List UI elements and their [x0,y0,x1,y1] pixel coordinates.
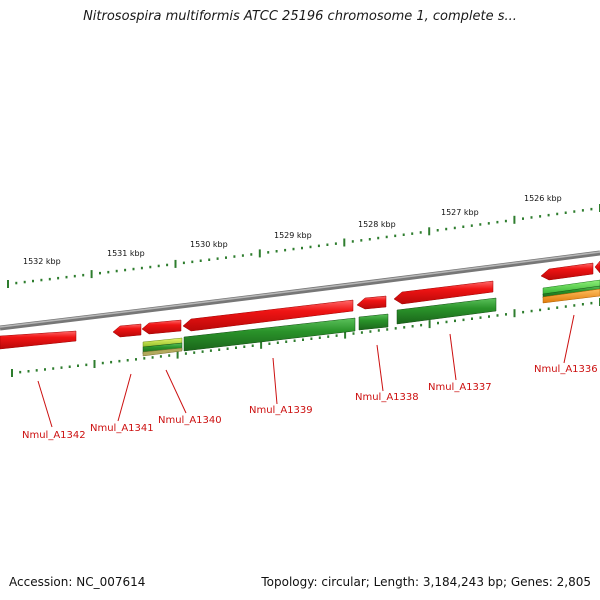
ruler-label-1528: 1528 kbp [358,220,396,229]
lower-ruler-ticks [11,298,600,377]
genome-summary-text: Topology: circular; Length: 3,184,243 bp… [261,575,591,589]
gene-arrow-red[interactable] [0,330,77,350]
chromosome-backbone [0,250,600,331]
gene-arrow-red[interactable] [540,262,594,281]
ruler-labels: 1532 kbp 1531 kbp 1530 kbp 1529 kbp 1528… [23,194,562,266]
gene-label-A1337[interactable]: Nmul_A1337 [428,382,492,393]
accession-text: Accession: NC_007614 [9,575,146,589]
gene-labels: Nmul_A1342 Nmul_A1341 Nmul_A1340 Nmul_A1… [22,364,598,441]
ruler-label-1532: 1532 kbp [23,257,61,266]
ruler-label-1529: 1529 kbp [274,231,312,240]
gene-label-A1340[interactable]: Nmul_A1340 [158,415,222,426]
ruler-label-1527: 1527 kbp [441,208,479,217]
gene-arrow-green[interactable] [358,313,389,331]
gene-arrow-red[interactable] [393,280,494,305]
ruler-label-1531: 1531 kbp [107,249,145,258]
gene-label-A1336[interactable]: Nmul_A1336 [534,364,598,375]
gene-arrow-green[interactable] [183,317,356,352]
gene-arrow-red[interactable] [356,295,387,310]
ruler-label-1526: 1526 kbp [524,194,562,203]
ruler-label-1530: 1530 kbp [190,240,228,249]
reverse-genes [142,279,600,357]
gene-label-A1338[interactable]: Nmul_A1338 [355,392,419,403]
gene-arrow-red[interactable] [594,260,600,274]
forward-genes [0,260,600,350]
gene-label-A1341[interactable]: Nmul_A1341 [90,423,154,434]
gene-arrow-red[interactable] [182,299,354,332]
gene-band-orange[interactable] [542,288,600,304]
gene-arrow-red[interactable] [112,323,142,338]
chromosome-backbone-highlight [0,251,600,328]
gene-arrow-red[interactable] [141,319,182,335]
gene-band-bright-green[interactable] [542,279,600,296]
upper-ruler-ticks [7,204,600,288]
gene-label-A1342[interactable]: Nmul_A1342 [22,430,86,441]
gene-label-A1339[interactable]: Nmul_A1339 [249,405,313,416]
gene-band-olive[interactable] [142,347,183,357]
map-title: Nitrosospira multiformis ATCC 25196 chro… [83,9,517,24]
gene-arrow-green[interactable] [396,297,497,325]
gene-leader-lines [37,314,575,428]
